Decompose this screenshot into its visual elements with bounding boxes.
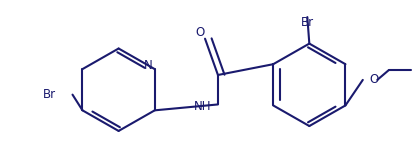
Text: NH: NH (194, 100, 212, 113)
Text: O: O (196, 26, 205, 39)
Text: N: N (144, 59, 153, 72)
Text: Br: Br (301, 16, 314, 30)
Text: Br: Br (43, 88, 56, 101)
Text: O: O (369, 73, 378, 86)
